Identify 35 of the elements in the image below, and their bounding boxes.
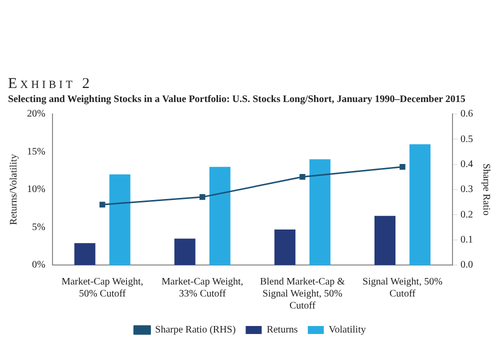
x-tick-label: Market-Cap Weight, 33% Cutoff [162, 276, 244, 300]
point [300, 174, 306, 180]
y-tick-label: 0% [32, 260, 46, 271]
y2-tick-label: 0.6 [460, 108, 473, 120]
bar [209, 166, 230, 265]
point [200, 194, 206, 200]
y2-tick-label: 0.0 [460, 260, 473, 271]
bar [274, 230, 296, 265]
y2-tick-label: 0.1 [460, 234, 473, 246]
x-tick-label: Market-Cap Weight, 50% Cutoff [61, 276, 144, 300]
bar [109, 174, 130, 265]
bar [309, 159, 330, 265]
y-axis-title: Returns/Volatility [8, 154, 20, 225]
y-tick-label: 20% [26, 108, 46, 120]
legend-label: Volatility [328, 324, 366, 336]
point [400, 164, 406, 170]
y-tick-label: 10% [26, 184, 46, 196]
y-tick-label: 5% [32, 222, 46, 233]
x-tick-label: Blend Market-Cap & Signal Weight, 50% Cutoff [260, 276, 346, 312]
bar [174, 238, 196, 265]
y2-tick-label: 0.2 [460, 209, 473, 220]
bar [374, 216, 396, 265]
legend-label: Sharpe Ratio (RHS) [155, 324, 236, 336]
bar [74, 243, 96, 265]
chart-title: Exhibit 2 [8, 75, 94, 93]
x-tick-label: Signal Weight, 50% Cutoff [362, 276, 442, 300]
y2-tick-label: 0.4 [460, 158, 473, 170]
y2-tick-label: 0.3 [460, 184, 473, 196]
y-tick-label: 15% [26, 146, 46, 158]
point [99, 202, 106, 208]
y2-axis-title: Sharpe Ratio [480, 164, 492, 216]
chart-subtitle: Selecting and Weighting Stocks in a Value Portfolio: U.S. Stocks Long/Short, January 1990–December 2015 [8, 94, 466, 105]
bar [409, 144, 430, 265]
y2-tick-label: 0.5 [460, 134, 473, 145]
legend-label: Returns [266, 324, 298, 336]
